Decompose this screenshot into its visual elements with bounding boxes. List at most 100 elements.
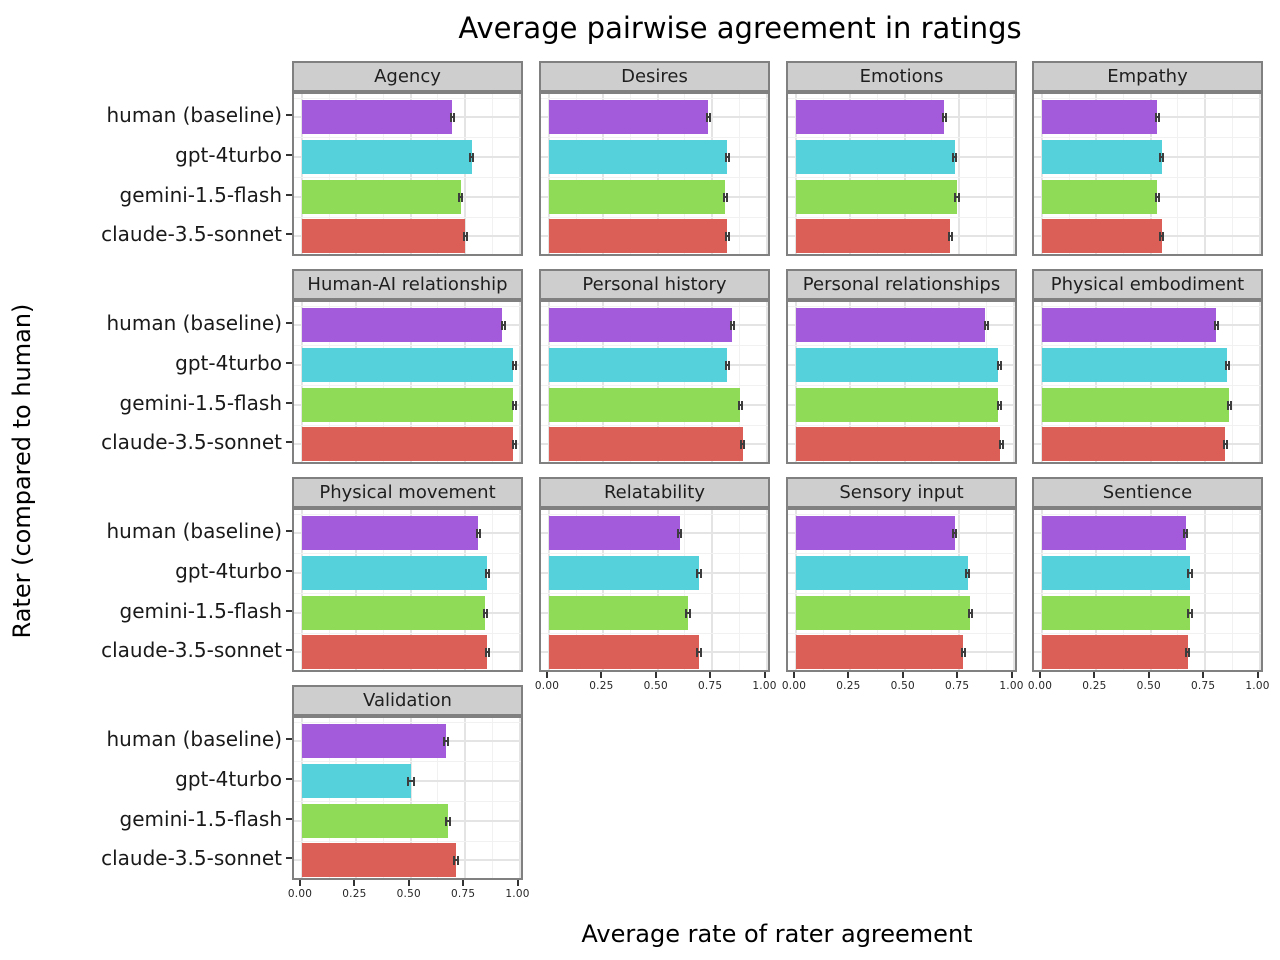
gridline [738,94,740,254]
gridline [575,302,577,462]
y-tick-mark [286,778,292,780]
gridline [711,94,714,254]
facet-strip: Emotions [786,61,1017,92]
bar-claude-3.5-sonnet [302,219,466,253]
y-tick-mark [286,233,292,235]
gridline [294,632,521,634]
gridline [602,302,605,462]
gridline [355,718,358,878]
chart-title: Average pairwise agreement in ratings [458,11,1022,45]
gridline [464,302,467,462]
gridline [630,510,632,670]
bar-gemini-1.5-flash [549,596,689,630]
gridline [1012,302,1015,462]
bar-claude-3.5-sonnet [549,635,700,669]
facet-panel [1032,92,1263,256]
gridline [1012,94,1015,254]
facet-strip: Relatability [539,477,770,508]
error-bar [676,528,683,538]
gridline [738,510,740,670]
x-tick-mark [600,672,603,678]
gridline [548,510,550,670]
bar-human-baseline- [549,516,680,550]
x-tick-label: 0.00 [534,680,560,692]
facet-personal-relationships: Personal relationships [786,269,1017,464]
error-bar [1182,528,1189,538]
x-tick-mark [1202,672,1205,678]
error-bar [458,192,464,202]
y-tick-label: gpt-4turbo [175,351,282,375]
facet-strip: Sentience [1032,477,1263,508]
bar-human-baseline- [302,724,446,758]
bar-gpt-4turbo [1042,556,1190,590]
x-tick-label: 0.00 [1027,680,1053,692]
gridline [518,718,521,878]
gridline [738,302,740,462]
gridline [711,510,714,670]
gridline [1231,302,1233,462]
gridline [788,306,1015,307]
gridline [1204,302,1207,462]
gridline [931,94,933,254]
gridline [1034,306,1261,307]
y-tick-mark [286,441,292,443]
facet-strip: Validation [292,685,523,716]
bar-claude-3.5-sonnet [549,427,743,461]
x-tick-label: 0.75 [698,680,723,692]
facet-panel [292,92,523,256]
gridline [518,510,521,670]
gridline [958,510,961,670]
error-bar [469,152,475,162]
gridline [903,94,906,254]
gridline [1177,94,1179,254]
error-bar [952,528,958,538]
bar-human-baseline- [1042,100,1158,134]
x-tick-mark [353,880,356,886]
y-tick-mark [286,738,292,740]
gridline [575,94,577,254]
bar-human-baseline- [302,308,503,342]
y-tick-label: human (baseline) [106,103,283,127]
gridline [985,302,987,462]
gridline [541,593,768,594]
gridline [1012,510,1015,670]
error-bar [484,568,490,578]
y-tick-mark [286,362,292,364]
error-bar [696,647,702,657]
gridline [788,98,1015,99]
bar-human-baseline- [1042,516,1186,550]
y-tick-mark [286,114,292,116]
gridline [602,510,605,670]
facet-panel [539,92,770,256]
bar-gpt-4turbo [302,140,472,174]
bar-gpt-4turbo [302,764,411,798]
gridline [294,98,521,99]
y-tick-mark [286,322,292,324]
gridline [541,255,768,256]
gridline [788,593,1015,594]
facet-human-ai-relationship: Human-AI relationship human (baseline) gpt… [101,269,523,464]
error-bar [941,112,947,122]
facet-panel [1032,508,1263,672]
bar-gpt-4turbo [1042,348,1227,382]
gridline [795,510,797,670]
gridline [294,137,521,138]
gridline [491,718,493,878]
gridline [1149,94,1152,254]
facet-sentience: Sentience 0.00 0.25 0.50 0.75 1.00 [1028,477,1269,692]
gridline [1068,302,1070,462]
gridline [1095,94,1098,254]
bar-gpt-4turbo [796,140,955,174]
facet-personal-history: Personal history [539,269,770,464]
gridline [383,94,385,254]
y-tick-label: gemini-1.5-flash [119,183,282,207]
gridline [541,385,768,386]
error-bar [406,776,415,786]
gridline [1258,510,1261,670]
facet-strip-label: Physical embodiment [1050,274,1245,295]
gridline [518,94,521,254]
facet-strip: Personal relationships [786,269,1017,300]
error-bar [449,112,455,122]
x-tick-label: 0.00 [781,680,807,692]
gridline [541,177,768,178]
